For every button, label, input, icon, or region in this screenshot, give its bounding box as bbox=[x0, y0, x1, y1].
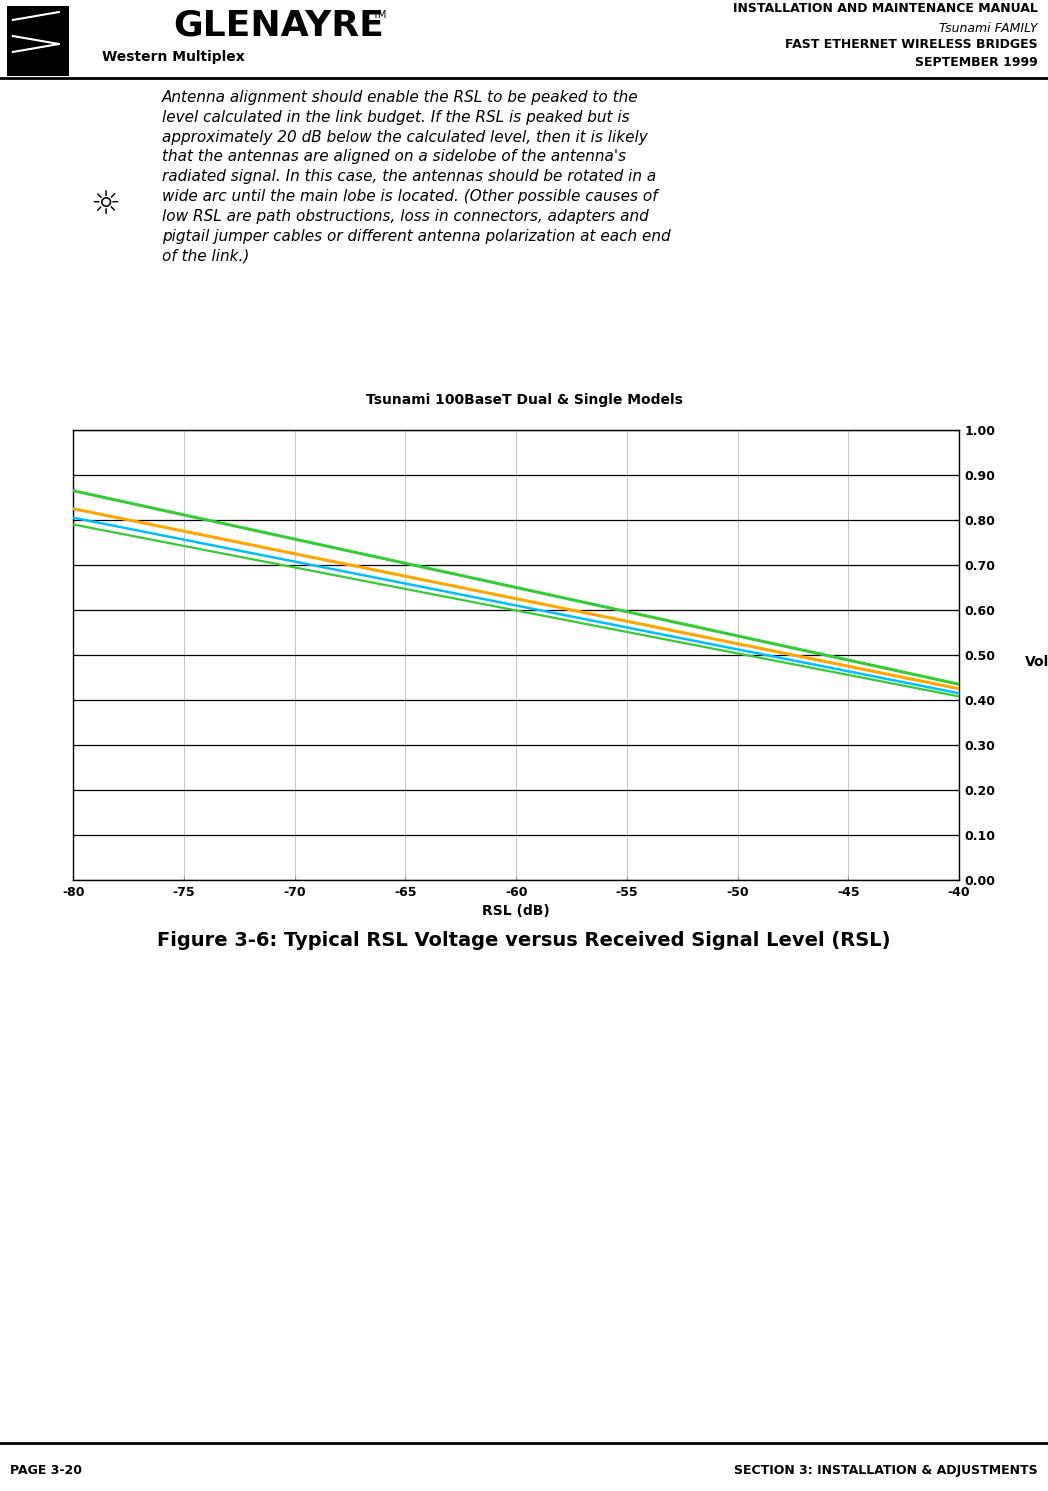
Text: PAGE 3-20: PAGE 3-20 bbox=[10, 1464, 83, 1476]
Text: Tsunami 100BaseT Dual & Single Models: Tsunami 100BaseT Dual & Single Models bbox=[366, 394, 682, 407]
Text: Western Multiplex: Western Multiplex bbox=[102, 49, 244, 64]
Text: GLENAYRE: GLENAYRE bbox=[173, 7, 384, 42]
Y-axis label: Volts: Volts bbox=[1025, 655, 1048, 669]
Text: Figure 3-6: Typical RSL Voltage versus Received Signal Level (RSL): Figure 3-6: Typical RSL Voltage versus R… bbox=[157, 930, 891, 950]
Text: TM: TM bbox=[372, 9, 387, 19]
Text: SECTION 3: INSTALLATION & ADJUSTMENTS: SECTION 3: INSTALLATION & ADJUSTMENTS bbox=[734, 1464, 1038, 1476]
Text: Tsunami FAMILY: Tsunami FAMILY bbox=[939, 21, 1038, 34]
FancyBboxPatch shape bbox=[7, 6, 69, 76]
X-axis label: RSL (dB): RSL (dB) bbox=[482, 904, 550, 918]
Text: SEPTEMBER 1999: SEPTEMBER 1999 bbox=[915, 57, 1038, 69]
Text: Antenna alignment should enable the RSL to be peaked to the
level calculated in : Antenna alignment should enable the RSL … bbox=[161, 89, 671, 264]
Text: FAST ETHERNET WIRELESS BRIDGES: FAST ETHERNET WIRELESS BRIDGES bbox=[785, 39, 1038, 51]
Text: ☼: ☼ bbox=[90, 188, 121, 221]
Text: INSTALLATION AND MAINTENANCE MANUAL: INSTALLATION AND MAINTENANCE MANUAL bbox=[733, 3, 1038, 15]
